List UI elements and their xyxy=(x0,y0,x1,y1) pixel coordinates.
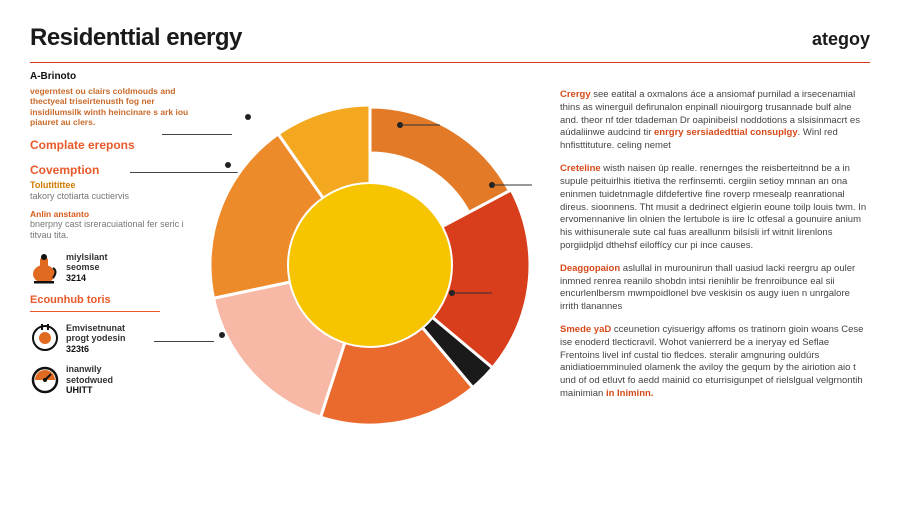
right-p3: Deaggopaion aslullal in murounirun thall… xyxy=(560,263,870,314)
left4-label: miylsilant seomse 3214 xyxy=(66,252,108,283)
kettle-icon xyxy=(30,252,60,284)
left3-sub1: Tolutitittee xyxy=(30,180,200,191)
left-block-4: miylsilant seomse 3214 xyxy=(30,252,200,284)
left-block-3: Covemption Tolutitittee takory ctotiarta… xyxy=(30,163,200,242)
left3-heading: Covemption xyxy=(30,163,200,178)
left-column: A-Brinoto vegerntest ou clairs coldmouds… xyxy=(30,71,200,471)
left3-sub2: takory ctotiarta cuctiervis xyxy=(30,191,200,202)
left-block-7: inanwily setodwued UHITT xyxy=(30,364,200,395)
plug-icon xyxy=(30,322,60,354)
header: Residenttial energy ategoy xyxy=(30,24,870,62)
right-p1: Crergy see eatital a oxmalons áce a ansi… xyxy=(560,89,870,153)
left7-label: inanwily setodwued UHITT xyxy=(66,364,113,395)
left-block-1: A-Brinoto vegerntest ou clairs coldmouds… xyxy=(30,71,200,128)
header-rule xyxy=(30,62,870,63)
page: Residenttial energy ategoy A-Brinoto veg… xyxy=(0,0,900,514)
gauge-icon xyxy=(30,365,60,395)
right-p4: Smede yaD cceunetion cyisuerigy affoms o… xyxy=(560,324,870,401)
left5-heading: Ecounhub toris xyxy=(30,294,200,308)
left1-heading: A-Brinoto xyxy=(30,71,200,84)
left6-label: Emvisetnunat progt yodesin 323t6 xyxy=(66,323,126,354)
left-block-5: Ecounhub toris xyxy=(30,294,200,313)
left1-sub: vegerntest ou clairs coldmouds and thect… xyxy=(30,86,200,129)
right-p2: Creteline wisth naisen úp realle. renern… xyxy=(560,163,870,253)
brand-label: ategoy xyxy=(812,29,870,50)
right-column: Crergy see eatital a oxmalons áce a ansi… xyxy=(560,71,870,471)
left3-sub4: bnerpny cast isreracuiational fer seric … xyxy=(30,219,200,242)
left-block-6: Emvisetnunat progt yodesin 323t6 xyxy=(30,322,200,354)
pie-chart xyxy=(200,65,560,475)
left2-heading: Complate erepons xyxy=(30,138,200,153)
page-title: Residenttial energy xyxy=(30,24,242,52)
chart-area xyxy=(210,71,550,471)
body-grid: A-Brinoto vegerntest ou clairs coldmouds… xyxy=(30,71,870,471)
left5-sep xyxy=(30,311,160,312)
left3-sub3: Anlin anstanto xyxy=(30,209,200,220)
left-block-2: Complate erepons xyxy=(30,138,200,153)
